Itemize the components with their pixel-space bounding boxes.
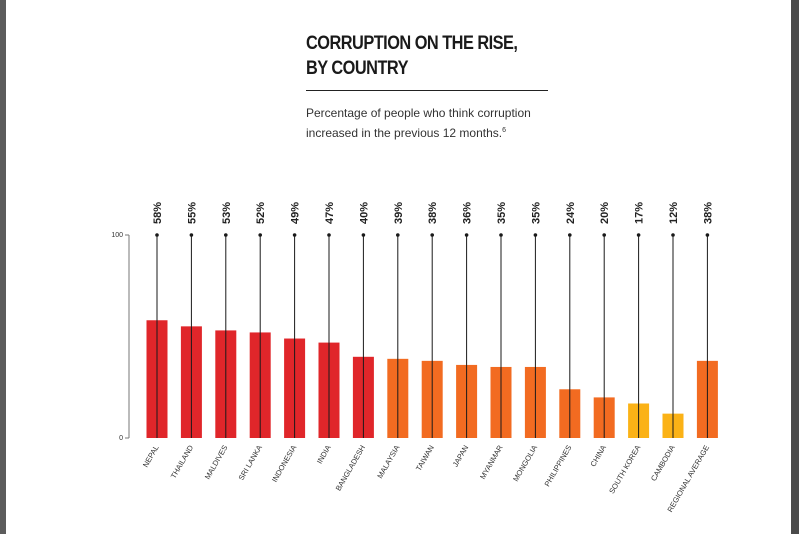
leader-dot xyxy=(327,233,331,237)
data-label: 58% xyxy=(152,202,164,224)
data-label: 55% xyxy=(186,202,198,224)
category-label: BANGLADESH xyxy=(334,444,367,493)
data-label: 47% xyxy=(324,202,336,224)
data-label: 12% xyxy=(668,202,680,224)
leader-dot xyxy=(671,233,675,237)
chart-subtitle: Percentage of people who think corruptio… xyxy=(306,105,566,142)
leader-dot xyxy=(499,233,503,237)
y-tick-label: 100 xyxy=(111,232,123,239)
data-label: 38% xyxy=(427,202,439,224)
leader-dot xyxy=(568,233,572,237)
leader-dot xyxy=(224,233,228,237)
chart-subtitle-line1: Percentage of people who think corruptio… xyxy=(306,106,531,120)
page-edge-right xyxy=(791,0,799,534)
data-label: 53% xyxy=(221,202,233,224)
leader-dot xyxy=(189,233,194,237)
category-label: SRI LANKA xyxy=(237,444,264,482)
category-label: MALDIVES xyxy=(203,444,230,481)
category-label: TAIWAN xyxy=(414,444,436,473)
category-label: CHINA xyxy=(588,444,607,469)
data-label: 40% xyxy=(358,202,370,224)
leader-dot xyxy=(258,233,263,237)
leader-dot xyxy=(602,233,606,237)
leader-dot xyxy=(361,233,366,237)
chart-title-line1: CORRUPTION ON THE RISE, xyxy=(306,33,518,54)
category-label: MYANMAR xyxy=(478,443,505,481)
category-label: THAILAND xyxy=(169,443,196,480)
page-edge-left xyxy=(0,0,6,534)
category-label: INDIA xyxy=(315,444,333,466)
data-label: 20% xyxy=(599,202,611,224)
data-label: 24% xyxy=(565,202,577,224)
chart-subtitle-line2: increased in the previous 12 months. xyxy=(306,126,503,140)
category-label: SOUTH KOREA xyxy=(607,444,642,496)
data-label: 35% xyxy=(530,202,542,224)
category-label: INDONESIA xyxy=(270,444,298,484)
category-label: CAMBODIA xyxy=(649,444,677,483)
data-label: 35% xyxy=(496,202,508,224)
leader-dot xyxy=(464,233,469,237)
data-label: 36% xyxy=(462,202,474,224)
leader-dot xyxy=(155,233,159,237)
category-label: NEPAL xyxy=(141,444,161,469)
data-label: 39% xyxy=(393,202,405,224)
title-rule xyxy=(306,90,548,91)
leader-dot xyxy=(396,233,400,237)
category-label: JAPAN xyxy=(451,444,471,469)
chart-title: CORRUPTION ON THE RISE, BY COUNTRY xyxy=(306,31,530,81)
leader-dot xyxy=(292,233,297,237)
data-label: 38% xyxy=(702,202,714,224)
data-label: 17% xyxy=(634,202,646,224)
leader-dot xyxy=(533,233,538,237)
category-label: MALAYSIA xyxy=(375,444,401,481)
data-label: 52% xyxy=(255,202,267,224)
leader-dot xyxy=(636,233,641,237)
leader-dot xyxy=(430,233,435,237)
y-tick-label: 0 xyxy=(119,435,123,442)
category-label: PHILIPPINES xyxy=(543,444,574,489)
data-label: 49% xyxy=(290,202,302,224)
leader-dot xyxy=(705,233,710,237)
footnote-marker: 6 xyxy=(502,127,507,134)
chart-title-line2: BY COUNTRY xyxy=(306,58,408,79)
category-label: MONGOLIA xyxy=(511,444,539,484)
